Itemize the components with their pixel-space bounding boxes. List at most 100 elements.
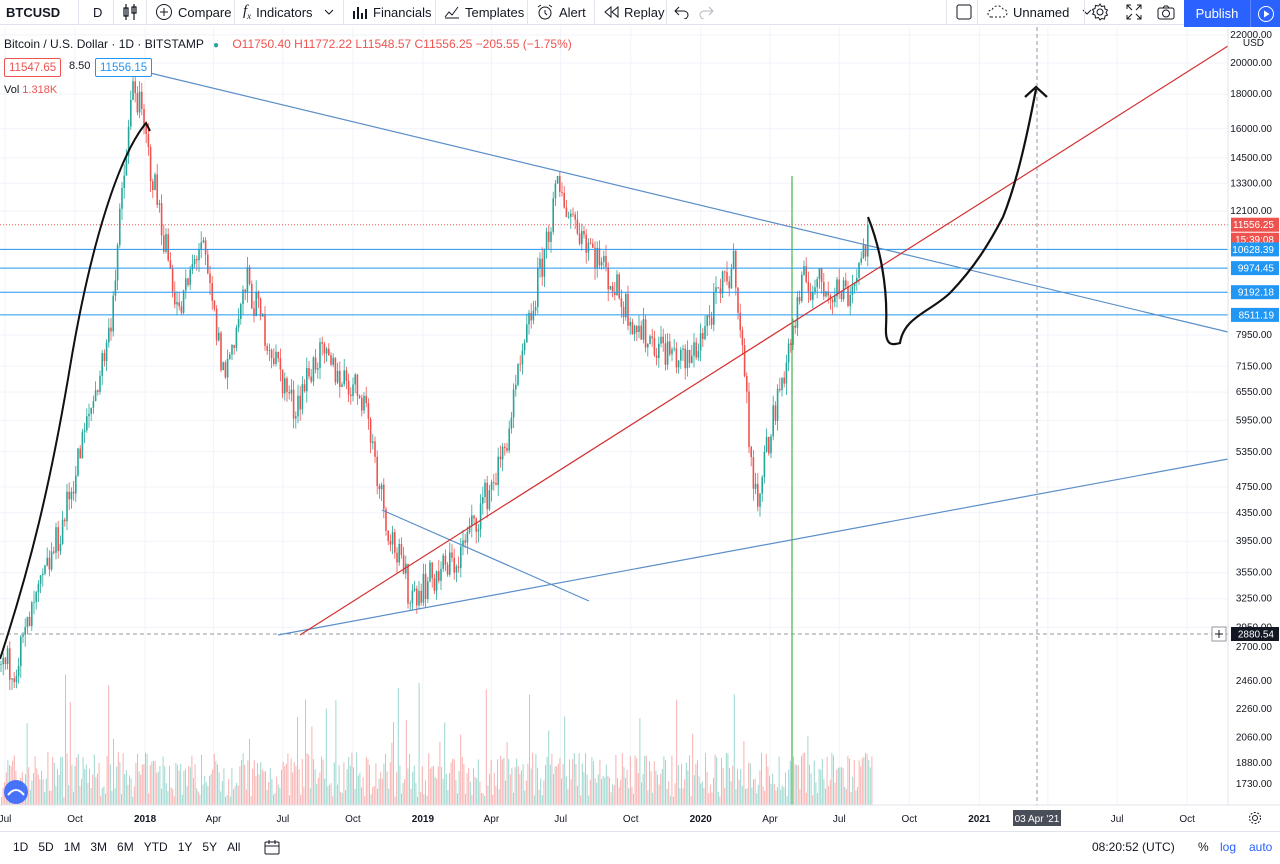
volume-bar xyxy=(645,755,647,805)
price-tag: 9974.45 xyxy=(1231,261,1279,276)
templates-label: Templates xyxy=(465,4,525,20)
volume-bar xyxy=(52,756,54,805)
market-status-dot: ● xyxy=(212,40,219,51)
volume-bar xyxy=(85,764,87,805)
candle-body xyxy=(418,590,420,606)
sell-price-box[interactable]: 11547.65 xyxy=(4,58,62,77)
candle-body xyxy=(565,207,568,218)
volume-bar xyxy=(514,767,516,805)
compare-button[interactable]: Compare xyxy=(155,0,231,24)
candle-body xyxy=(169,260,172,269)
calendar-icon xyxy=(264,840,280,855)
volume-bar xyxy=(785,772,786,805)
candle-body xyxy=(849,294,851,306)
fullscreen-button[interactable] xyxy=(1126,0,1142,24)
settings-button[interactable] xyxy=(1091,0,1109,24)
templates-button[interactable]: Templates xyxy=(444,0,524,24)
tradingview-logo-mark xyxy=(7,789,25,796)
range-ytd[interactable]: YTD xyxy=(143,840,168,854)
chart-canvas[interactable]: 22000.00 20000.00 18000.00 16000.00 14500.00… xyxy=(0,27,1280,828)
volume-bar xyxy=(548,730,550,805)
volume-bar xyxy=(124,774,126,805)
screenshot-button[interactable] xyxy=(1157,0,1175,24)
volume-bar xyxy=(767,766,769,805)
candle-body xyxy=(600,261,603,266)
chart-pane[interactable]: 22000.00 20000.00 18000.00 16000.00 14500.00… xyxy=(0,27,1280,828)
range-1y[interactable]: 1Y xyxy=(177,840,193,854)
volume-bar xyxy=(721,757,722,805)
volume-bar xyxy=(47,752,49,805)
volume-bar xyxy=(415,783,417,805)
redo-button[interactable] xyxy=(698,0,714,24)
volume-bar xyxy=(770,783,772,805)
volume-bar xyxy=(26,723,28,805)
volume-bar xyxy=(708,793,710,805)
volume-bar xyxy=(84,769,86,805)
range-5d[interactable]: 5D xyxy=(38,840,54,854)
volume-bar xyxy=(354,788,356,805)
candle-body xyxy=(42,573,44,576)
candle-body xyxy=(662,336,664,344)
candle-body xyxy=(295,416,297,419)
volume-bar xyxy=(282,761,284,805)
volume-bar xyxy=(199,794,201,805)
range-1d[interactable]: 1D xyxy=(13,840,29,854)
price-tag-box xyxy=(1231,285,1279,300)
time-tick-label: Oct xyxy=(623,814,639,825)
volume-bar xyxy=(497,759,498,805)
volume-bar xyxy=(300,794,302,805)
range-3m[interactable]: 3M xyxy=(90,840,108,854)
volume-bar xyxy=(77,754,79,805)
volume-bar xyxy=(489,773,490,805)
volume-bar xyxy=(351,752,353,805)
replay-button[interactable]: Replay xyxy=(603,0,664,24)
percent-toggle[interactable]: % xyxy=(1198,840,1209,854)
volume-bar xyxy=(586,774,588,805)
undo-button[interactable] xyxy=(674,0,690,24)
price-tag-label: 15:39:08 xyxy=(1235,235,1274,246)
volume-bar xyxy=(647,790,649,805)
volume-bar xyxy=(706,771,708,805)
time-tick-label: Oct xyxy=(345,814,361,825)
volume-bar xyxy=(583,772,585,805)
candle-body xyxy=(528,312,530,325)
symbol-search[interactable]: BTCUSD xyxy=(6,0,60,24)
interval-button[interactable]: D xyxy=(93,0,102,24)
volume-bar xyxy=(309,788,311,805)
alert-button[interactable]: Alert xyxy=(536,0,586,24)
clock[interactable]: 08:20:52 (UTC) xyxy=(1092,840,1175,854)
volume-bar xyxy=(460,734,462,805)
range-6m[interactable]: 6M xyxy=(117,840,134,854)
financials-button[interactable]: Financials xyxy=(352,0,432,24)
volume-bar xyxy=(861,758,863,805)
log-toggle[interactable]: log xyxy=(1220,840,1237,854)
volume-bar xyxy=(569,759,570,805)
range-all[interactable]: All xyxy=(227,840,241,854)
play-stream-button[interactable] xyxy=(1250,0,1280,27)
volume-bar xyxy=(817,792,818,805)
volume-bar xyxy=(410,788,412,805)
candle-body xyxy=(517,364,519,385)
candle-body xyxy=(554,183,557,199)
auto-toggle[interactable]: auto xyxy=(1249,840,1273,854)
volume-bar xyxy=(324,778,326,805)
goto-date-button[interactable] xyxy=(264,832,280,862)
indicators-button[interactable]: fx Indicators xyxy=(243,0,334,24)
volume-bar xyxy=(457,793,458,805)
layout-name-button[interactable]: Unnamed xyxy=(986,0,1092,24)
candle-body xyxy=(686,349,689,369)
candle-body xyxy=(125,156,128,176)
volume-bar xyxy=(668,781,670,805)
range-1m[interactable]: 1M xyxy=(63,840,81,854)
ask-value: 11556.15 xyxy=(100,61,148,74)
chart-type-button[interactable] xyxy=(122,0,138,24)
volume-bar xyxy=(125,769,127,805)
range-5y[interactable]: 5Y xyxy=(202,840,218,854)
candle-body xyxy=(202,240,205,243)
multi-chart-layout-button[interactable] xyxy=(956,0,972,24)
publish-button[interactable]: Publish xyxy=(1184,0,1250,27)
volume-bar xyxy=(394,796,396,805)
candle-body xyxy=(796,297,799,328)
buy-price-box[interactable]: 11556.15 xyxy=(95,58,153,77)
volume-bar xyxy=(588,795,590,805)
